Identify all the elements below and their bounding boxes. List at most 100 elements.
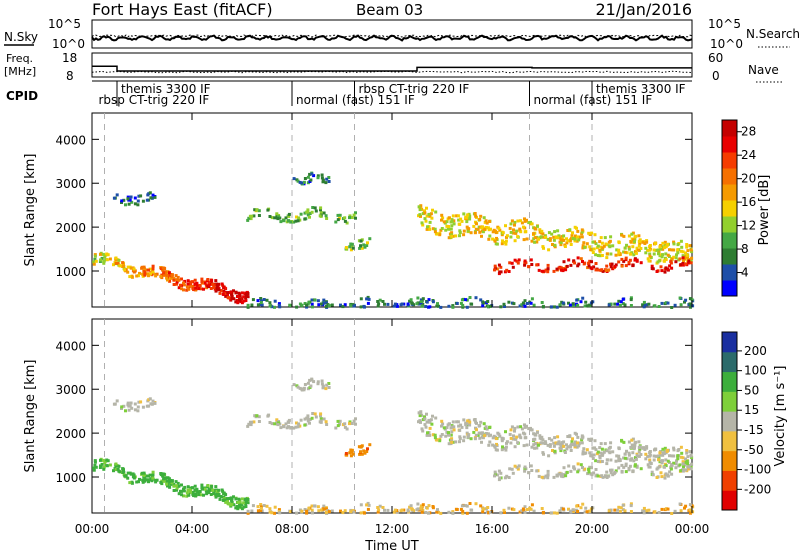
power-cell: [643, 242, 647, 245]
power-cell: [435, 304, 439, 308]
velocity-cell: [439, 511, 443, 515]
freq-trace: [92, 65, 692, 72]
power-cell: [514, 231, 518, 235]
velocity-cell: [647, 465, 651, 469]
velocity-cell: [683, 506, 686, 510]
velocity-cell: [229, 496, 233, 500]
power-cell: [579, 257, 583, 261]
velocity-cell: [298, 424, 302, 428]
velocity-cell: [576, 435, 580, 439]
velocity-cell: [536, 430, 539, 434]
power-cell: [466, 213, 470, 217]
power-cell: [672, 255, 676, 259]
power-cell: [116, 261, 120, 265]
velocity-cell: [665, 449, 669, 453]
power-cell: [627, 245, 631, 249]
power-cell: [360, 246, 364, 250]
power-cell: [487, 237, 491, 241]
velocity-cell: [631, 470, 635, 474]
power-cell: [244, 296, 248, 300]
power-cell: [687, 261, 690, 265]
velocity-cell: [186, 488, 190, 492]
power-cell: [572, 259, 576, 263]
velocity-cell: [215, 489, 219, 493]
velocity-cell: [434, 416, 438, 420]
power-cell: [415, 302, 419, 306]
velocity-cell: [424, 511, 428, 514]
velocity-cell: [268, 421, 272, 424]
power-cell: [518, 227, 522, 231]
velocity-cell: [136, 405, 140, 409]
velocity-cell: [691, 510, 695, 514]
velocity-cell: [663, 476, 667, 480]
power-cell: [431, 300, 435, 304]
power-cell: [679, 303, 683, 307]
velocity-cell: [236, 507, 240, 511]
power-cell: [183, 279, 187, 283]
velocity-cell: [418, 414, 422, 418]
power-cell: [614, 263, 618, 267]
power-cell: [416, 296, 420, 300]
velocity-cell: [318, 420, 322, 424]
velocity-cell: [609, 468, 612, 472]
power-cell: [143, 273, 147, 277]
velocity-cell: [634, 457, 638, 461]
power-cell: [451, 305, 455, 309]
power-cell: [670, 306, 674, 309]
velocity-cell: [383, 508, 386, 512]
power-cell: [420, 304, 424, 308]
velocity-cell: [661, 453, 665, 457]
cpid-segment-label: themis 3300 IF: [121, 82, 211, 96]
power-cell: [554, 235, 558, 239]
velocity-cell: [148, 473, 152, 477]
power-cell: [219, 289, 223, 292]
velocity-cell: [343, 425, 347, 429]
power-cell: [151, 193, 155, 197]
power-cell: [552, 238, 556, 242]
power-cell: [553, 230, 557, 234]
power-cell: [423, 217, 427, 221]
power-cell: [270, 216, 274, 220]
power-cell: [679, 249, 683, 253]
power-cell: [661, 241, 665, 245]
velocity-cell: [672, 448, 676, 452]
velocity-cell: [348, 422, 351, 426]
velocity-cell: [257, 420, 261, 423]
velocity-cell: [537, 443, 540, 447]
power-cell: [240, 297, 244, 301]
velocity-cell: [440, 419, 444, 423]
velocity-cell: [439, 434, 443, 438]
velocity-cell: [529, 507, 533, 511]
power-cell: [541, 245, 545, 249]
velocity-cell: [520, 509, 524, 513]
velocity-cell: [480, 440, 483, 444]
velocity-cell: [466, 419, 470, 423]
power-cell: [234, 300, 238, 304]
power-cell: [159, 267, 163, 271]
velocity-cell: [508, 467, 512, 471]
power-cell: [665, 243, 669, 247]
velocity-cell: [607, 450, 611, 454]
velocity-cell: [425, 412, 428, 416]
velocity-cell: [438, 439, 442, 443]
velocity-cell: [672, 446, 676, 450]
nave-tick-bottom: 0: [712, 69, 720, 83]
power-cell: [275, 212, 279, 216]
velocity-cell: [532, 443, 536, 447]
velocity-cell: [660, 475, 664, 479]
power-cell: [517, 258, 521, 262]
power-cell: [581, 260, 584, 263]
velocity-cell: [358, 452, 362, 456]
velocity-cell: [265, 504, 269, 508]
power-cell: [648, 252, 652, 256]
power-cell: [629, 298, 633, 302]
power-cell: [187, 287, 191, 291]
velocity-cell: [240, 503, 244, 507]
power-cell: [303, 177, 307, 180]
power-cell: [655, 270, 659, 273]
velocity-cell: [567, 507, 570, 511]
velocity-cell: [538, 434, 542, 438]
power-cell: [504, 224, 507, 228]
velocity-cell: [459, 507, 463, 511]
velocity-cell: [268, 507, 272, 511]
